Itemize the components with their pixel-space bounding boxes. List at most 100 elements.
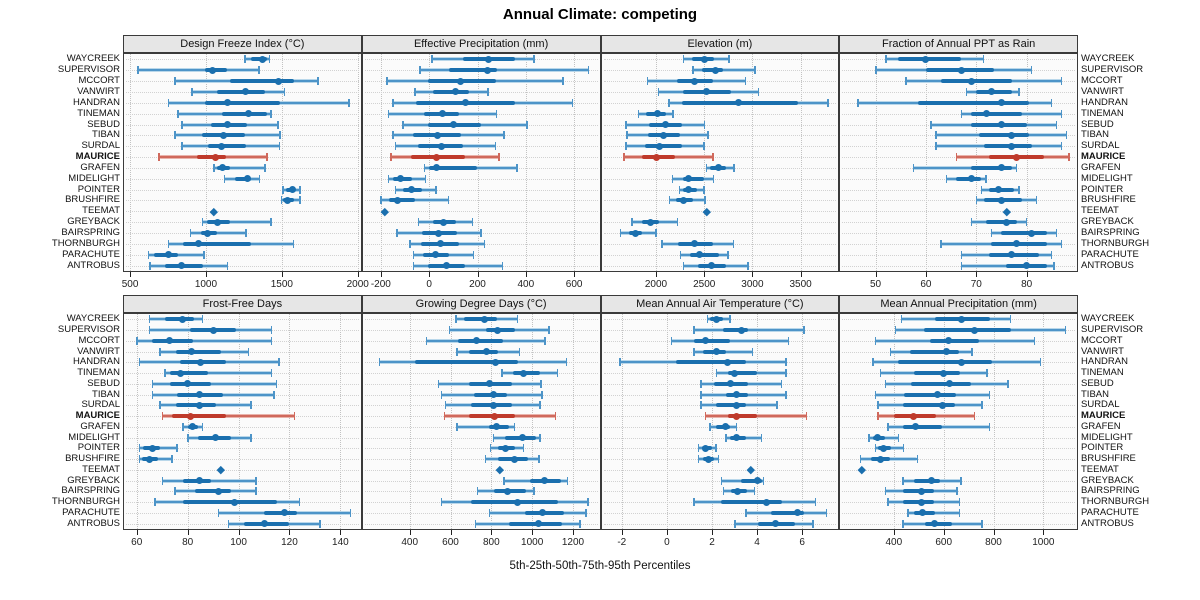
whisker-cap-low: [151, 379, 153, 388]
whisker-cap-high: [902, 444, 905, 453]
site-label-left: THORNBURGH: [51, 496, 120, 508]
whisker-cap-high: [554, 412, 557, 421]
whisker-cap-low: [159, 401, 161, 410]
median-dot: [957, 66, 965, 74]
percentile-band-25-75: [986, 220, 1017, 225]
whisker-cap-high: [522, 444, 525, 453]
median-dot: [910, 412, 918, 420]
median-dot: [987, 88, 995, 96]
gridline-horizontal: [603, 135, 837, 137]
percentile-band-25-75: [217, 89, 266, 94]
median-dot: [715, 164, 723, 172]
median-dot: [1002, 218, 1010, 226]
site-label-right: GREYBACK: [1081, 474, 1134, 486]
median-dot: [700, 55, 708, 63]
median-dot: [437, 142, 445, 150]
whisker-cap-low: [980, 185, 983, 194]
whisker-cap-high: [1060, 109, 1063, 118]
site-label-left: MAURICE: [75, 151, 120, 163]
median-dot: [244, 110, 252, 118]
median-dot: [997, 121, 1005, 129]
whisker-cap-low: [935, 142, 937, 151]
whisker-cap-low: [970, 218, 973, 227]
whisker-cap-high: [299, 185, 301, 194]
whisker-cap-low: [488, 508, 491, 517]
whisker-cap-high: [435, 185, 437, 194]
whisker-cap-high: [732, 239, 735, 248]
median-dot: [1013, 240, 1021, 248]
whisker-cap-low: [902, 519, 904, 528]
gridline-vertical: [666, 314, 668, 529]
gridline-vertical: [574, 54, 576, 271]
site-label-right: ANTROBUS: [1081, 517, 1134, 529]
gridline-horizontal: [364, 254, 598, 256]
whisker-cap-high: [1060, 142, 1063, 151]
whisker-cap-high: [171, 455, 173, 464]
site-label-right: GREYBACK: [1081, 216, 1134, 228]
whisker-cap-low: [907, 508, 909, 517]
site-label-left: BRUSHFIRE: [65, 453, 120, 465]
site-label-left: PARACHUTE: [62, 248, 120, 260]
whisker-cap-high: [986, 369, 988, 378]
whisker-cap-high: [712, 153, 714, 162]
percentile-band-25-75: [918, 100, 1030, 105]
panel-title: Frost-Free Days: [202, 298, 283, 310]
panel-header: Mean Annual Precipitation (mm): [839, 295, 1078, 313]
site-label-right: SURDAL: [1081, 399, 1120, 411]
whisker-cap-high: [916, 455, 918, 464]
site-label-right: MIDELIGHT: [1081, 172, 1133, 184]
whisker-cap-high: [250, 433, 252, 442]
median-dot: [922, 55, 930, 63]
whisker-cap-high: [587, 498, 589, 507]
median-dot: [685, 175, 693, 183]
gridline-vertical: [289, 314, 291, 529]
whisker-cap-low: [423, 163, 426, 172]
percentile-band-25-75: [693, 338, 730, 343]
gridline-horizontal: [842, 200, 1075, 202]
whisker-cap-high: [247, 347, 250, 356]
gridline-vertical: [800, 54, 802, 271]
median-dot: [957, 315, 965, 323]
median-dot: [933, 391, 941, 399]
gridline-vertical: [752, 54, 754, 271]
axis-tick: [477, 272, 479, 277]
percentile-band-25-75: [234, 176, 252, 181]
percentile-band-25-75: [682, 176, 704, 181]
percentile-band-25-75: [924, 521, 953, 526]
whisker-cap-high: [250, 401, 252, 410]
percentile-band-25-75: [205, 68, 228, 73]
median-dot: [967, 175, 975, 183]
median-dot: [1023, 262, 1031, 270]
whisker-cap-low: [164, 369, 166, 378]
median-dot: [438, 110, 446, 118]
median-dot: [874, 434, 882, 442]
site-label-left: TINEMAN: [77, 367, 120, 379]
axis-tick-label: 3000: [741, 279, 764, 290]
site-label-left: TEEMAT: [82, 463, 120, 475]
gridline-vertical: [925, 54, 927, 271]
median-dot: [288, 186, 296, 194]
percentile-band-25-75: [727, 414, 758, 419]
median-dot: [1008, 251, 1016, 259]
median-dot: [971, 326, 979, 334]
median-dot: [457, 77, 465, 85]
median-dot: [434, 131, 442, 139]
site-label-left: MCCORT: [78, 334, 120, 346]
whisker-cap-low: [661, 239, 663, 248]
whisker-cap-low: [693, 498, 695, 507]
axis-tick-label: 60: [131, 537, 143, 548]
gridline-vertical: [450, 314, 452, 529]
gridline-horizontal: [603, 157, 837, 159]
gridline-vertical: [1043, 314, 1045, 529]
site-label-right: SEBUD: [1081, 377, 1114, 389]
median-dot: [655, 142, 663, 150]
whisker-cap-low: [174, 487, 176, 496]
median-dot: [653, 110, 661, 118]
gridline-horizontal: [364, 200, 598, 202]
whisker-cap-low: [390, 153, 392, 162]
median-dot: [472, 337, 480, 345]
gridline-horizontal: [364, 373, 598, 375]
whisker-cap-low: [879, 369, 882, 378]
whisker-cap-high: [762, 476, 765, 485]
whisker-cap-low: [387, 174, 390, 183]
